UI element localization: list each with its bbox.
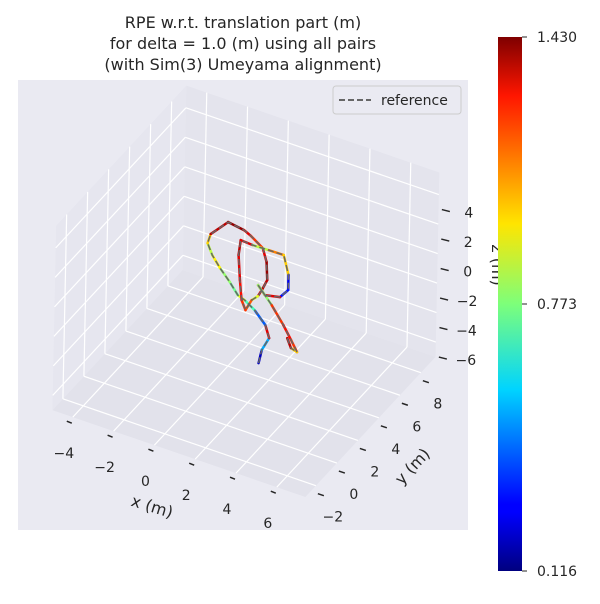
x-tick-label: 0 bbox=[141, 474, 150, 490]
y-tick-label: 0 bbox=[349, 487, 358, 503]
colorbar-tick-label: 0.773 bbox=[537, 297, 577, 313]
colorbar-ticks: 1.430 0.773 0.116 bbox=[522, 30, 577, 580]
x-tick-label: −2 bbox=[94, 460, 115, 476]
legend-reference-label: reference bbox=[381, 93, 448, 109]
z-tick-label: 4 bbox=[464, 206, 473, 222]
y-tick-label: −2 bbox=[323, 510, 344, 526]
colorbar-tick-label: 1.430 bbox=[537, 30, 577, 46]
x-tick-label: −4 bbox=[53, 446, 74, 462]
z-tick-label: 0 bbox=[463, 265, 472, 281]
y-tick-label: 4 bbox=[391, 442, 400, 458]
z-tick-label: 2 bbox=[464, 235, 473, 251]
chart-title-line-3: (with Sim(3) Umeyama alignment) bbox=[104, 55, 381, 74]
colorbar-tick-label: 0.116 bbox=[537, 564, 577, 580]
y-tick-label: 6 bbox=[412, 419, 421, 435]
chart-title-line-1: RPE w.r.t. translation part (m) bbox=[125, 13, 361, 32]
colorbar bbox=[498, 37, 522, 571]
chart-title-line-2: for delta = 1.0 (m) using all pairs bbox=[110, 34, 376, 53]
z-tick-label: −4 bbox=[456, 324, 477, 340]
z-tick-label: −2 bbox=[457, 294, 478, 310]
x-tick-label: 4 bbox=[223, 502, 232, 518]
z-tick-label: −6 bbox=[456, 353, 477, 369]
x-tick-label: 2 bbox=[182, 488, 191, 504]
y-tick-label: 2 bbox=[370, 464, 379, 480]
legend: reference bbox=[333, 86, 461, 114]
y-tick-label: 8 bbox=[433, 397, 442, 413]
x-tick-label: 6 bbox=[263, 516, 272, 532]
trajectory-segment bbox=[239, 255, 240, 280]
